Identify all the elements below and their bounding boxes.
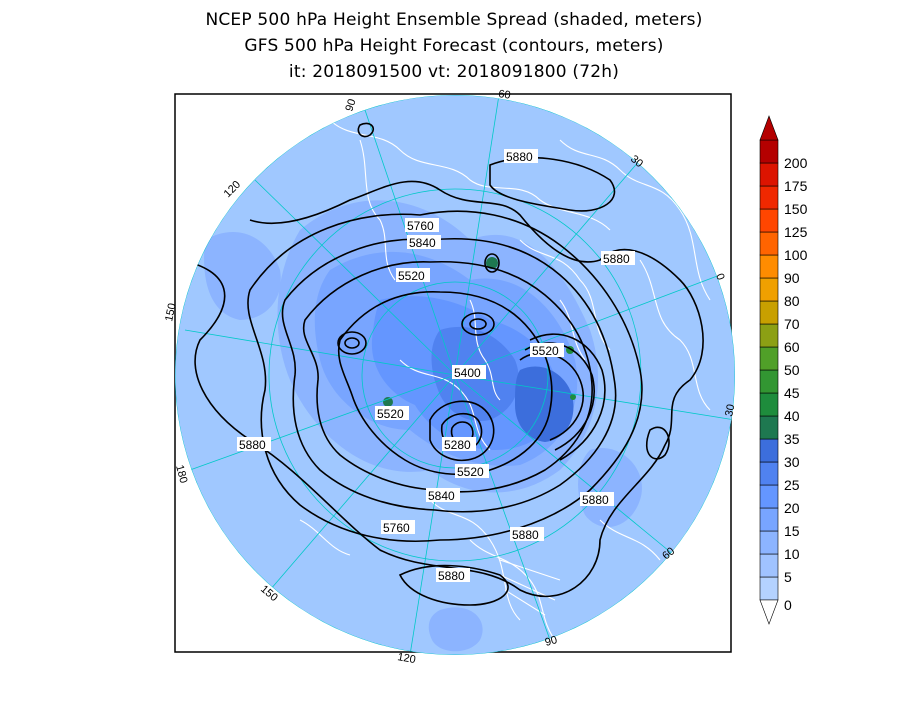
contour-label: 5520 bbox=[398, 269, 425, 283]
colorbar-label: 40 bbox=[784, 408, 800, 424]
contour-label: 5520 bbox=[532, 344, 559, 358]
meridian-label: 180 bbox=[173, 464, 189, 485]
title-line-2: GFS 500 hPa Height Forecast (contours, m… bbox=[244, 36, 664, 56]
colorbar-label: 25 bbox=[784, 477, 800, 493]
colorbar-segment bbox=[759, 277, 779, 302]
colorbar-label: 20 bbox=[784, 500, 800, 516]
colorbar-min-arrow bbox=[759, 599, 779, 625]
colorbar-label: 200 bbox=[784, 155, 808, 171]
colorbar-label: 175 bbox=[784, 178, 808, 194]
contour-label: 5760 bbox=[383, 521, 410, 535]
title-line-1: NCEP 500 hPa Height Ensemble Spread (sha… bbox=[205, 10, 703, 30]
contour-label-layer: 5880 5760 5840 5520 5880 5520 5400 5520 … bbox=[237, 149, 635, 583]
colorbar-segment bbox=[759, 507, 779, 532]
contour-label: 5880 bbox=[603, 252, 630, 266]
meridian-label: 150 bbox=[163, 302, 179, 322]
colorbar-segment bbox=[759, 231, 779, 256]
meridian-label: 60 bbox=[498, 88, 512, 102]
colorbar-segment bbox=[759, 162, 779, 187]
colorbar-label: 90 bbox=[784, 270, 800, 286]
meridian-label: 90 bbox=[544, 634, 559, 649]
colorbar-segment bbox=[759, 139, 779, 164]
colorbar-segment bbox=[759, 392, 779, 417]
colorbar-segment bbox=[759, 300, 779, 325]
contour-label: 5280 bbox=[444, 438, 471, 452]
contour-label: 5520 bbox=[457, 465, 484, 479]
colorbar-label: 125 bbox=[784, 224, 808, 240]
meridian-label: 0 bbox=[713, 272, 726, 282]
colorbar-max-arrow bbox=[759, 115, 779, 141]
colorbar-label: 30 bbox=[784, 454, 800, 470]
title-line-3: it: 2018091500 vt: 2018091800 (72h) bbox=[288, 62, 620, 82]
colorbar-segment bbox=[759, 461, 779, 486]
colorbar-segment bbox=[759, 484, 779, 509]
colorbar-segment bbox=[759, 185, 779, 210]
colorbar-label: 0 bbox=[784, 597, 792, 613]
colorbar: 0 5 10 15 20 25 30 35 40 45 50 60 70 80 90 100 125 150 175… bbox=[759, 115, 808, 625]
colorbar-label: 35 bbox=[784, 431, 800, 447]
meridian-label: 120 bbox=[396, 651, 416, 666]
colorbar-segment bbox=[759, 530, 779, 555]
colorbar-label: 100 bbox=[784, 247, 808, 263]
colorbar-segment bbox=[759, 415, 779, 440]
colorbar-label: 70 bbox=[784, 316, 800, 332]
colorbar-segment bbox=[759, 369, 779, 394]
colorbar-label: 5 bbox=[784, 569, 792, 585]
contour-label: 5880 bbox=[438, 569, 465, 583]
contour-label: 5880 bbox=[506, 150, 533, 164]
colorbar-label: 60 bbox=[784, 339, 800, 355]
contour-label: 5840 bbox=[409, 236, 436, 250]
colorbar-label: 50 bbox=[784, 362, 800, 378]
colorbar-segment bbox=[759, 553, 779, 578]
colorbar-segment bbox=[759, 576, 779, 601]
meridian-label: 90 bbox=[343, 98, 358, 113]
colorbar-segment bbox=[759, 346, 779, 371]
contour-label: 5880 bbox=[512, 528, 539, 542]
colorbar-label: 10 bbox=[784, 546, 800, 562]
colorbar-label: 45 bbox=[784, 385, 800, 401]
colorbar-label: 80 bbox=[784, 293, 800, 309]
colorbar-segment bbox=[759, 254, 779, 279]
colorbar-segment bbox=[759, 438, 779, 463]
contour-label: 5520 bbox=[377, 407, 404, 421]
contour-label: 5880 bbox=[582, 493, 609, 507]
colorbar-label: 150 bbox=[784, 201, 808, 217]
contour-label: 5400 bbox=[454, 366, 481, 380]
meridian-label: 30 bbox=[723, 403, 737, 417]
colorbar-label: 15 bbox=[784, 523, 800, 539]
colorbar-segment bbox=[759, 323, 779, 348]
contour-label: 5840 bbox=[428, 489, 455, 503]
colorbar-segment bbox=[759, 208, 779, 233]
contour-label: 5760 bbox=[407, 219, 434, 233]
contour-label: 5880 bbox=[239, 438, 266, 452]
